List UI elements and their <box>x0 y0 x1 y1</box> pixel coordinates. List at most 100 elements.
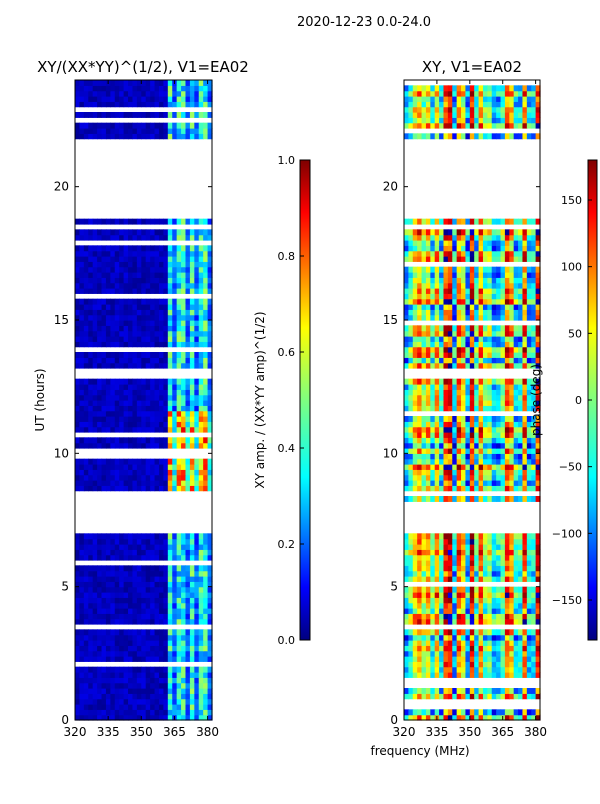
heatmap-cell <box>79 219 84 225</box>
heatmap-cell <box>75 416 80 422</box>
heatmap-cell <box>496 464 501 470</box>
heatmap-cell <box>474 304 479 310</box>
heatmap-cell <box>443 603 448 609</box>
heatmap-cell <box>115 352 120 358</box>
heatmap-cell <box>470 485 475 491</box>
heatmap-cell <box>408 629 413 635</box>
heatmap-cell <box>88 672 93 678</box>
heatmap-cell <box>443 635 448 641</box>
heatmap-cell <box>137 336 142 342</box>
heatmap-cell <box>163 581 168 587</box>
heatmap-cell <box>172 533 177 539</box>
heatmap-cell <box>84 581 89 587</box>
heatmap-cell <box>430 347 435 353</box>
heatmap-cell <box>106 379 111 385</box>
heatmap-cell <box>522 667 527 673</box>
heatmap-cell <box>439 304 444 310</box>
heatmap-cell <box>413 592 418 598</box>
heatmap-cell <box>194 613 199 619</box>
heatmap-cell <box>168 288 173 294</box>
heatmap-cell <box>168 379 173 385</box>
heatmap-cell <box>417 464 422 470</box>
heatmap-cell <box>93 304 98 310</box>
heatmap-cell <box>505 283 510 289</box>
heatmap-cell <box>84 256 89 262</box>
heatmap-cell <box>97 421 102 427</box>
heatmap-cell <box>128 101 133 107</box>
heatmap-cell <box>404 560 409 566</box>
heatmap-cell <box>505 219 510 225</box>
heatmap-cell <box>110 245 115 251</box>
heatmap-cell <box>430 603 435 609</box>
heatmap-cell <box>106 389 111 395</box>
heatmap-cell <box>448 448 453 454</box>
heatmap-cell <box>461 533 466 539</box>
heatmap-cell <box>110 597 115 603</box>
heatmap-cell <box>146 571 151 577</box>
heatmap-cell <box>194 629 199 635</box>
heatmap-cell <box>163 379 168 385</box>
heatmap-cell <box>93 325 98 331</box>
heatmap-cell <box>439 400 444 406</box>
heatmap-cell <box>509 667 514 673</box>
heatmap-cell <box>501 421 506 427</box>
heatmap-cell <box>435 331 440 337</box>
heatmap-cell <box>422 469 427 475</box>
heatmap-cell <box>435 251 440 257</box>
heatmap-cell <box>194 229 199 235</box>
heatmap-cell <box>505 379 510 385</box>
heatmap-cell <box>483 219 488 225</box>
heatmap-cell <box>88 603 93 609</box>
heatmap-cell <box>106 309 111 315</box>
heatmap-cell <box>501 629 506 635</box>
heatmap-cell <box>443 272 448 278</box>
heatmap-cell <box>75 400 80 406</box>
heatmap-cell <box>474 560 479 566</box>
heatmap-cell <box>119 581 124 587</box>
heatmap-cell <box>435 480 440 486</box>
heatmap-cell <box>132 357 137 363</box>
heatmap-cell <box>155 475 160 481</box>
heatmap-cell <box>137 395 142 401</box>
heatmap-cell <box>413 304 418 310</box>
heatmap-cell <box>452 325 457 331</box>
heatmap-cell <box>417 309 422 315</box>
heatmap-cell <box>531 640 536 646</box>
heatmap-cell <box>159 304 164 310</box>
heatmap-cell <box>119 629 124 635</box>
heatmap-cell <box>159 576 164 582</box>
heatmap-cell <box>404 267 409 273</box>
heatmap-cell <box>79 85 84 91</box>
heatmap-cell <box>159 267 164 273</box>
heatmap-cell <box>128 256 133 262</box>
heatmap-cell <box>137 464 142 470</box>
heatmap-cell <box>422 629 427 635</box>
heatmap-cell <box>457 363 462 369</box>
heatmap-cell <box>106 592 111 598</box>
heatmap-cell <box>168 325 173 331</box>
heatmap-cell <box>501 688 506 694</box>
heatmap-cell <box>75 427 80 433</box>
heatmap-cell <box>141 352 146 358</box>
heatmap-cell <box>501 432 506 438</box>
heatmap-cell <box>422 437 427 443</box>
heatmap-cell <box>172 608 177 614</box>
heatmap-cell <box>102 133 107 139</box>
heatmap-cell <box>443 565 448 571</box>
heatmap-cell <box>163 416 168 422</box>
heatmap-cell <box>168 592 173 598</box>
heatmap-cell <box>168 667 173 673</box>
heatmap-cell <box>75 288 80 294</box>
heatmap-cell <box>75 592 80 598</box>
heatmap-cell <box>522 555 527 561</box>
heatmap-cell <box>408 603 413 609</box>
heatmap-cell <box>501 480 506 486</box>
heatmap-cell <box>404 443 409 449</box>
heatmap-cell <box>457 533 462 539</box>
heatmap-cell <box>203 304 208 310</box>
heatmap-cell <box>435 576 440 582</box>
heatmap-cell <box>88 235 93 241</box>
heatmap-cell <box>413 587 418 593</box>
heatmap-cell <box>496 405 501 411</box>
heatmap-cell <box>527 635 532 641</box>
